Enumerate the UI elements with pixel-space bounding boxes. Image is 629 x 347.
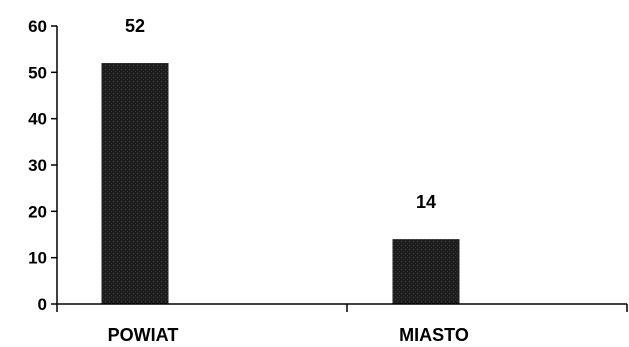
axes xyxy=(56,26,628,312)
y-tick-label: 20 xyxy=(28,202,47,221)
y-tick-label: 40 xyxy=(28,110,47,129)
bar-powiat xyxy=(101,63,169,304)
data-label-miasto: 14 xyxy=(416,192,436,212)
bars xyxy=(101,63,460,304)
x-category-label-miasto: MIASTO xyxy=(399,325,469,345)
y-axis-ticks: 0 10 20 30 40 50 60 xyxy=(28,17,57,314)
data-label-powiat: 52 xyxy=(125,16,145,36)
y-tick-label: 50 xyxy=(28,63,47,82)
y-tick-label: 0 xyxy=(38,295,47,314)
data-labels: 52 14 xyxy=(125,16,436,212)
y-tick-label: 30 xyxy=(28,156,47,175)
y-tick-label: 10 xyxy=(28,249,47,268)
category-labels: POWIAT MIASTO xyxy=(108,325,469,345)
bar-miasto xyxy=(392,239,460,304)
x-category-label-powiat: POWIAT xyxy=(108,325,179,345)
y-tick-label: 60 xyxy=(28,17,47,36)
